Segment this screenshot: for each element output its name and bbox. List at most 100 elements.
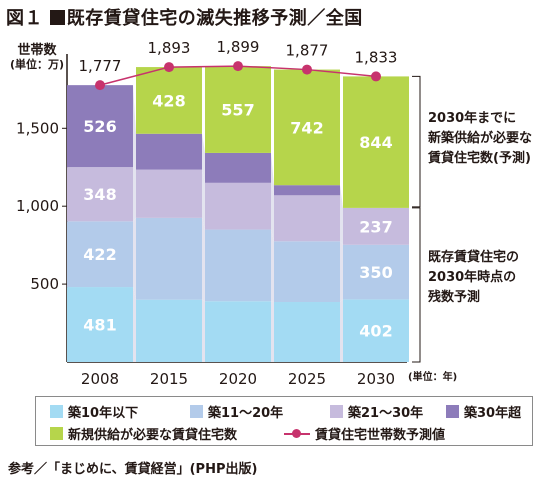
forecast-point	[302, 64, 312, 75]
annotation-line: 2030年時点の	[428, 270, 517, 285]
annotation-existing-remaining: 既存賃貸住宅の 2030年時点の 残数予測	[428, 248, 519, 308]
connector-band	[133, 85, 136, 170]
legend-item-new-supply: 新規供給が必要な賃貸住宅数	[50, 424, 237, 443]
forecast-value-label: 1,893	[148, 39, 191, 57]
forecast-value-label: 1,899	[217, 38, 260, 56]
legend-item-11-20: 築11～20年	[190, 402, 283, 421]
y-axis-unit-text: (単位：万)	[9, 58, 65, 71]
x-tick-label: 2008	[81, 370, 119, 388]
forecast-point	[233, 61, 243, 72]
forecast-point	[95, 80, 105, 91]
forecast-value-label: 1,777	[79, 57, 122, 75]
legend-label: 新規供給が必要な賃貸住宅数	[68, 428, 238, 443]
bar-value-label: 557	[221, 101, 254, 120]
y-tick-label: 1,000	[16, 197, 59, 215]
bar-segment	[136, 67, 202, 134]
bar-value-label: 481	[83, 316, 116, 335]
connector-band	[271, 182, 274, 242]
connector-band	[133, 167, 136, 222]
connector-band	[202, 169, 205, 230]
legend-label: 築21～30年	[348, 406, 424, 421]
stacked-bar-chart: 500 1,000 1,500 481 422 348 526 2008 428 2015 557 2…	[16, 38, 421, 388]
legend-swatch	[50, 405, 63, 418]
legend-label: 築10年以下	[68, 406, 139, 421]
connector-band	[202, 299, 205, 362]
figure-title-text: 既存賃貸住宅の滅失推移予測／全国	[66, 8, 363, 29]
connector-band	[340, 299, 343, 362]
forecast-point	[371, 71, 381, 82]
legend-label: 賃貸住宅世帯数予測値	[315, 428, 446, 443]
bar-segment	[67, 167, 133, 222]
annotation-line: 残数予測	[428, 290, 481, 305]
bar-segment	[205, 66, 271, 153]
forecast-point	[164, 62, 174, 73]
bar-segment	[205, 229, 271, 302]
connector-band	[133, 217, 136, 300]
bar-segment	[343, 76, 409, 208]
bar-segment	[67, 221, 133, 288]
bar-segment	[67, 85, 133, 168]
bar-value-label: 237	[359, 217, 392, 236]
connector-band	[271, 152, 274, 196]
bar-segment	[274, 302, 340, 362]
legend-label: 築11～20年	[208, 406, 284, 421]
legend-label: 築30年超	[464, 406, 522, 421]
bar-segment	[205, 152, 271, 183]
legend-item-21-30: 築21～30年	[330, 402, 423, 421]
chart-legend: 築10年以下 築11～20年 築21～30年 築30年超 新規供給が必要な賃貸住…	[35, 396, 533, 446]
legend-swatch	[330, 405, 343, 418]
figure-title: 図１ 既存賃貸住宅の滅失推移予測／全国	[6, 4, 363, 30]
bar-value-label: 422	[83, 245, 116, 264]
annotation-bracket	[412, 75, 421, 208]
figure-number: 図１	[6, 8, 43, 29]
bar-value-label: 526	[83, 117, 116, 136]
legend-swatch	[446, 405, 459, 418]
bar-value-label: 844	[359, 133, 392, 152]
square-bullet-icon	[49, 10, 65, 25]
bar-value-label: 402	[359, 322, 392, 341]
annotation-line: 賃貸住宅数(予測)	[428, 151, 531, 166]
x-tick-label: 2025	[288, 370, 326, 388]
bar-segment	[205, 301, 271, 362]
connector-band	[202, 133, 205, 183]
connector-band	[340, 185, 343, 208]
legend-swatch	[50, 427, 63, 440]
bar-segment	[343, 244, 409, 300]
bar-segment	[274, 185, 340, 196]
bar-segment	[274, 241, 340, 303]
connector-band	[202, 217, 205, 302]
bar-value-label: 428	[152, 91, 185, 110]
annotation-new-supply: 2030年までに 新築供給が必要な 賃貸住宅数(予測)	[428, 109, 532, 169]
bar-segment	[136, 169, 202, 218]
forecast-value-label: 1,877	[286, 42, 329, 60]
legend-item-forecast-line: 賃貸住宅世帯数予測値	[284, 424, 445, 443]
bar-value-label: 742	[290, 118, 323, 137]
y-axis-unit: 世帯数 (単位：万)	[6, 44, 68, 72]
forecast-value-label: 1,833	[355, 48, 398, 66]
connector-band	[340, 241, 343, 303]
bar-segment	[274, 69, 340, 186]
x-axis-unit: (単位：年)	[408, 372, 458, 383]
connector-band	[133, 287, 136, 362]
annotation-bracket	[412, 207, 421, 363]
bar-value-label: 348	[83, 185, 116, 204]
x-tick-label: 2030	[357, 370, 395, 388]
bar-segment	[136, 299, 202, 362]
bar-segment	[274, 195, 340, 242]
connector-band	[271, 301, 274, 362]
y-axis-label: 世帯数	[17, 43, 57, 58]
legend-swatch	[190, 405, 203, 418]
bar-segment	[136, 133, 202, 170]
source-note: 参考／「まじめに、賃貸経営」(PHP出版)	[8, 462, 258, 477]
bar-segment	[136, 217, 202, 300]
legend-line-swatch	[284, 427, 310, 440]
bar-value-label: 350	[359, 263, 392, 282]
bar-segment	[343, 207, 409, 245]
legend-item-over-30: 築30年超	[446, 402, 521, 421]
y-tick-label: 1,500	[16, 119, 59, 137]
connector-band	[271, 229, 274, 303]
connector-band	[340, 195, 343, 245]
annotation-line: 新築供給が必要な	[428, 131, 533, 146]
bar-segment	[343, 299, 409, 362]
bar-segment	[67, 287, 133, 362]
